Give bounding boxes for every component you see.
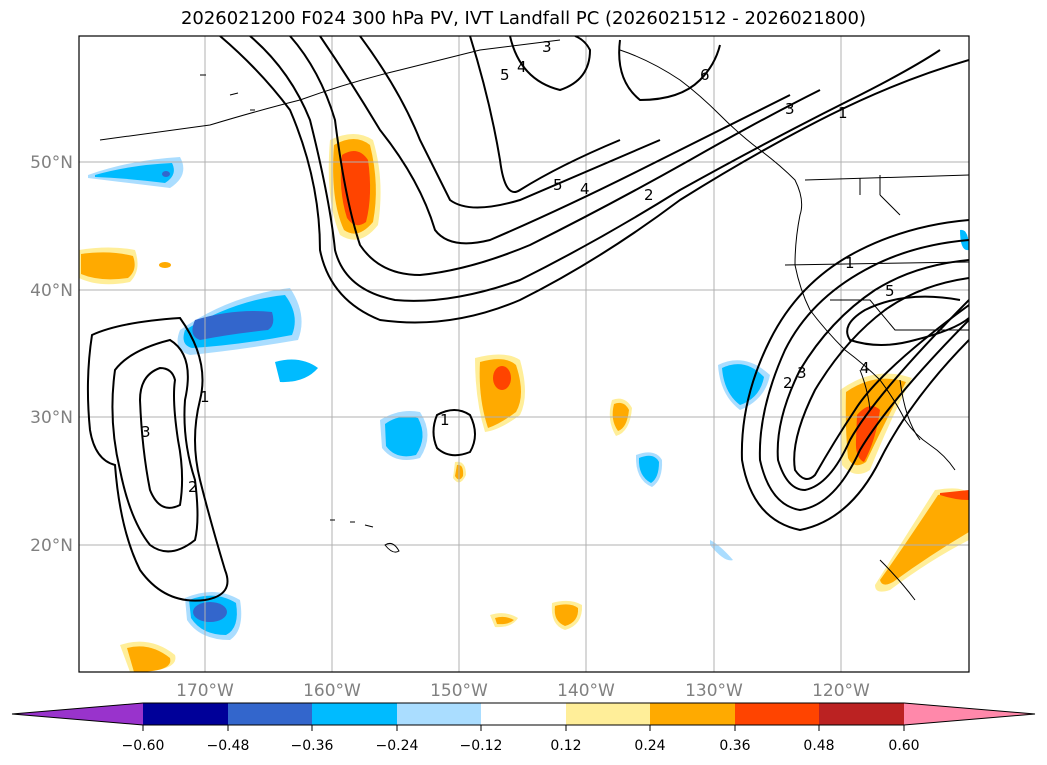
contour-label: 1 [200, 388, 210, 406]
colorbar-segment [397, 703, 481, 725]
contour-line [86, 316, 229, 602]
lon-label: 130°W [685, 681, 743, 701]
contour-label: 2 [188, 478, 198, 496]
colorbar-segment [650, 703, 735, 725]
plot-area [79, 36, 969, 672]
shading-layer [79, 134, 969, 672]
contour-label: 4 [580, 180, 590, 198]
colorbar-segment [143, 703, 228, 725]
colorbar-tick-label: −0.36 [291, 738, 334, 754]
lat-label: 40°N [30, 281, 73, 301]
contour-line [793, 277, 969, 480]
contour-line [846, 295, 969, 346]
colorbar-tick-label: 0.12 [550, 738, 581, 754]
lon-label: 170°W [176, 681, 234, 701]
colorbar-segment [566, 703, 650, 725]
colorbar-extend-high [904, 703, 1035, 725]
coastlines [99, 39, 969, 601]
colorbar-tick-label: 0.48 [803, 738, 834, 754]
contour-label: 3 [797, 364, 807, 382]
colorbar-tick-label: 0.24 [634, 738, 665, 754]
contour-line [740, 219, 969, 532]
colorbar-segment [819, 703, 904, 725]
colorbar-segment [481, 703, 566, 725]
contour-label: 3 [785, 100, 795, 118]
contour-label: 4 [860, 359, 870, 377]
contour-label: 1 [838, 104, 848, 122]
contour-line [432, 409, 476, 457]
plot-frame [78, 35, 970, 673]
lon-label: 120°W [812, 681, 870, 701]
contour-label: 1 [845, 254, 855, 272]
lon-label: 150°W [430, 681, 488, 701]
contour-line [319, 36, 791, 245]
lat-label: 30°N [30, 408, 73, 428]
contour-label: 1 [440, 411, 450, 429]
latitude-labels: 50°N 40°N 30°N 20°N [30, 153, 73, 556]
pv-contours [86, 36, 969, 602]
contour-line [289, 36, 821, 277]
lon-label: 140°W [557, 681, 615, 701]
map-title: 2026021200 F024 300 hPa PV, IVT Landfall… [180, 8, 867, 29]
contour-label: 4 [517, 58, 527, 76]
contour-label: 5 [500, 66, 510, 84]
contour-line [359, 36, 661, 209]
contour-label: 5 [553, 176, 563, 194]
contour-line [758, 239, 969, 512]
longitude-labels: 170°W 160°W 150°W 140°W 130°W 120°W [176, 681, 870, 701]
colorbar-segment [312, 703, 397, 725]
colorbar-tick-label: −0.12 [460, 738, 503, 754]
contour-line [249, 36, 941, 302]
colorbar-tick-label: −0.48 [207, 738, 250, 754]
contour-line [111, 338, 199, 553]
contour-label: 3 [542, 38, 552, 56]
colorbar-segment [228, 703, 312, 725]
colorbar-segment [735, 703, 819, 725]
lon-label: 160°W [303, 681, 361, 701]
contour-label: 6 [700, 66, 710, 84]
contour-label: 3 [141, 423, 151, 441]
contour-line [776, 259, 969, 492]
colorbar-tick-label: 0.60 [888, 738, 919, 754]
contour-label: 2 [783, 374, 793, 392]
colorbar-tick-label: 0.36 [719, 738, 750, 754]
colorbar-tick-label: −0.60 [122, 738, 165, 754]
contour-label: 5 [885, 282, 895, 300]
contour-line [618, 39, 721, 102]
colorbar-tick-label: −0.24 [376, 738, 419, 754]
contour-line [469, 36, 621, 193]
contour-line [219, 36, 969, 324]
contour-labels: 3 5 4 6 3 1 5 4 2 1 5 2 3 4 1 3 2 1 [141, 38, 895, 496]
contour-label: 2 [644, 186, 654, 204]
lat-label: 50°N [30, 153, 73, 173]
contour-line [138, 366, 184, 509]
colorbar: −0.60 −0.48 −0.36 −0.24 −0.12 0.12 0.24 … [11, 702, 1036, 754]
colorbar-extend-low [12, 703, 143, 725]
lat-label: 20°N [30, 536, 73, 556]
contour-line [509, 36, 592, 92]
